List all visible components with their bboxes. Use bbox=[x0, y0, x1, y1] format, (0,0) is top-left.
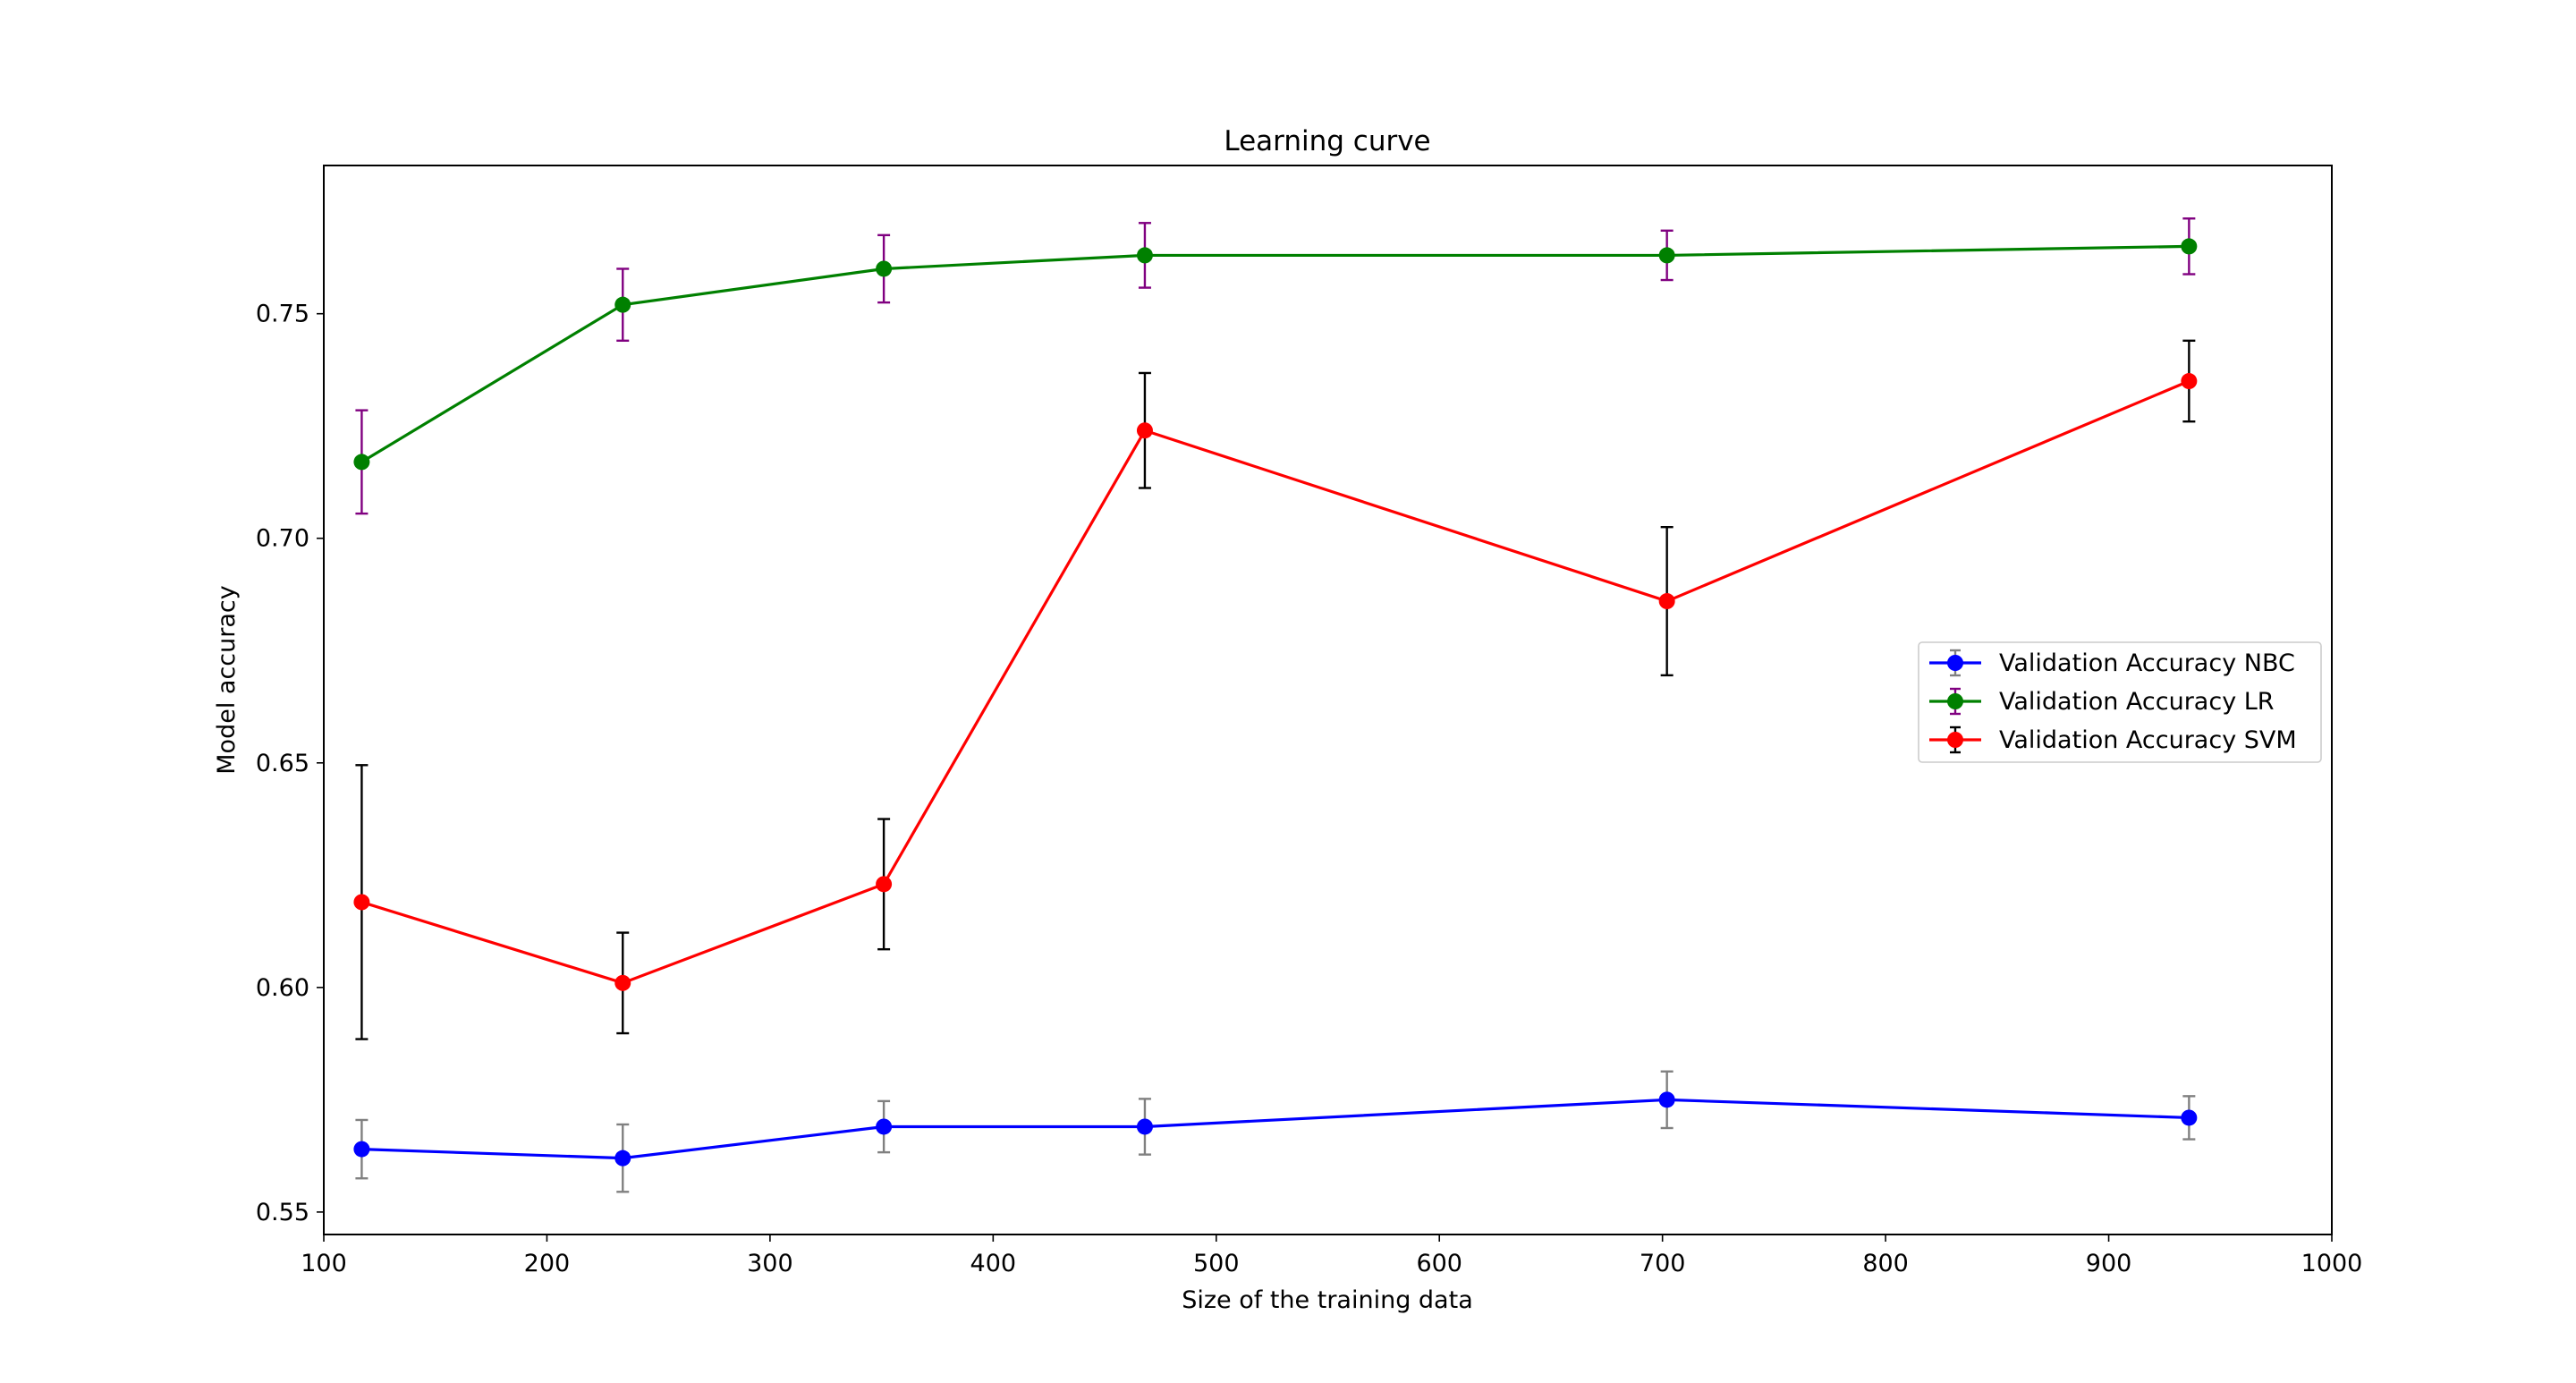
legend-label: Validation Accuracy NBC bbox=[1999, 649, 2295, 677]
x-tick-label: 700 bbox=[1640, 1250, 1686, 1277]
data-point bbox=[876, 1118, 893, 1135]
x-axis-label: Size of the training data bbox=[1182, 1286, 1473, 1314]
data-point bbox=[876, 876, 893, 893]
x-tick-label: 500 bbox=[1193, 1250, 1240, 1277]
data-point bbox=[614, 974, 631, 991]
plot-area-frame bbox=[323, 165, 2333, 1235]
chart-title: Learning curve bbox=[1224, 125, 1430, 157]
x-tick-label: 800 bbox=[1862, 1250, 1909, 1277]
data-point bbox=[1658, 1091, 1675, 1108]
data-point bbox=[1658, 247, 1675, 264]
legend-item: Validation Accuracy NBC bbox=[1929, 649, 2295, 677]
data-point bbox=[1658, 593, 1675, 610]
series-line bbox=[361, 1098, 2190, 1160]
data-point bbox=[353, 454, 370, 471]
series-line bbox=[360, 379, 2190, 985]
data-point bbox=[353, 894, 370, 911]
data-point bbox=[1136, 247, 1153, 264]
x-tick-label: 1000 bbox=[2301, 1250, 2363, 1277]
legend-box bbox=[1918, 641, 2322, 763]
y-axis-label: Model accuracy bbox=[213, 585, 241, 774]
series-validation-accuracy-svm bbox=[353, 339, 2198, 1040]
y-tick-label: 0.55 bbox=[256, 1199, 309, 1226]
y-tick-label: 0.70 bbox=[256, 525, 309, 553]
data-point bbox=[1136, 1118, 1153, 1135]
y-tick-label: 0.65 bbox=[256, 750, 309, 777]
data-point bbox=[2181, 1109, 2198, 1126]
legend-marker bbox=[1947, 693, 1963, 709]
data-point bbox=[353, 1141, 370, 1158]
data-point bbox=[2181, 373, 2198, 390]
x-tick-label: 300 bbox=[747, 1250, 793, 1277]
x-tick-label: 900 bbox=[2086, 1250, 2132, 1277]
y-tick-label: 0.60 bbox=[256, 974, 309, 1002]
y-tick-label: 0.75 bbox=[256, 301, 309, 328]
x-tick-label: 400 bbox=[970, 1250, 1017, 1277]
data-point bbox=[614, 296, 631, 313]
series-line bbox=[360, 244, 2190, 463]
legend-label: Validation Accuracy SVM bbox=[1999, 726, 2297, 754]
x-tick-label: 200 bbox=[524, 1250, 571, 1277]
data-point bbox=[2181, 238, 2198, 255]
data-point bbox=[876, 260, 893, 277]
series-validation-accuracy-nbc bbox=[353, 1070, 2198, 1193]
data-point bbox=[614, 1150, 631, 1167]
legend-marker bbox=[1947, 655, 1963, 671]
series-validation-accuracy-lr bbox=[353, 217, 2198, 515]
data-point bbox=[1136, 422, 1153, 439]
x-tick-label: 600 bbox=[1416, 1250, 1462, 1277]
legend-item: Validation Accuracy LR bbox=[1929, 687, 2275, 716]
legend-marker bbox=[1947, 732, 1963, 748]
x-tick-label: 100 bbox=[301, 1250, 347, 1277]
legend-item: Validation Accuracy SVM bbox=[1929, 725, 2297, 754]
legend-label: Validation Accuracy LR bbox=[1999, 688, 2275, 716]
